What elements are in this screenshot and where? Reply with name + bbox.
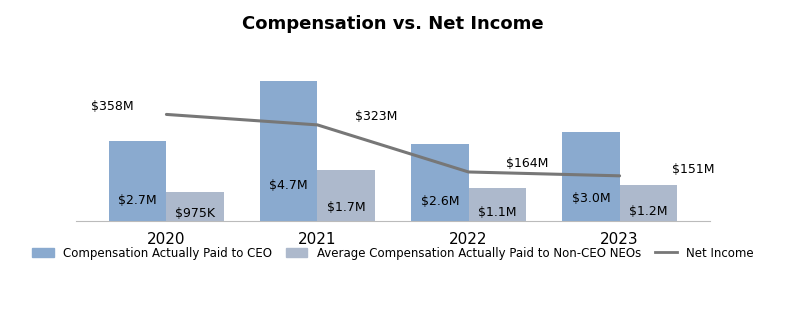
Text: $975K: $975K <box>175 207 215 220</box>
Bar <box>562 132 619 220</box>
Text: $151M: $151M <box>673 163 715 176</box>
Bar <box>411 143 468 220</box>
Text: $3.0M: $3.0M <box>571 192 610 205</box>
Text: $164M: $164M <box>506 156 549 170</box>
Text: $1.1M: $1.1M <box>478 206 516 219</box>
Bar <box>260 82 318 220</box>
Bar <box>318 170 375 220</box>
Bar <box>468 188 526 220</box>
Bar <box>109 141 167 220</box>
Text: $1.7M: $1.7M <box>327 201 365 215</box>
Text: $2.7M: $2.7M <box>119 194 157 207</box>
Text: $4.7M: $4.7M <box>270 179 308 192</box>
Text: $323M: $323M <box>355 110 398 123</box>
Title: Compensation vs. Net Income: Compensation vs. Net Income <box>242 15 544 33</box>
Text: $2.6M: $2.6M <box>421 195 459 208</box>
Bar <box>619 185 677 220</box>
Bar <box>167 192 224 220</box>
Legend: Compensation Actually Paid to CEO, Average Compensation Actually Paid to Non-CEO: Compensation Actually Paid to CEO, Avera… <box>28 242 758 264</box>
Text: $358M: $358M <box>91 100 134 113</box>
Text: $1.2M: $1.2M <box>629 205 667 218</box>
